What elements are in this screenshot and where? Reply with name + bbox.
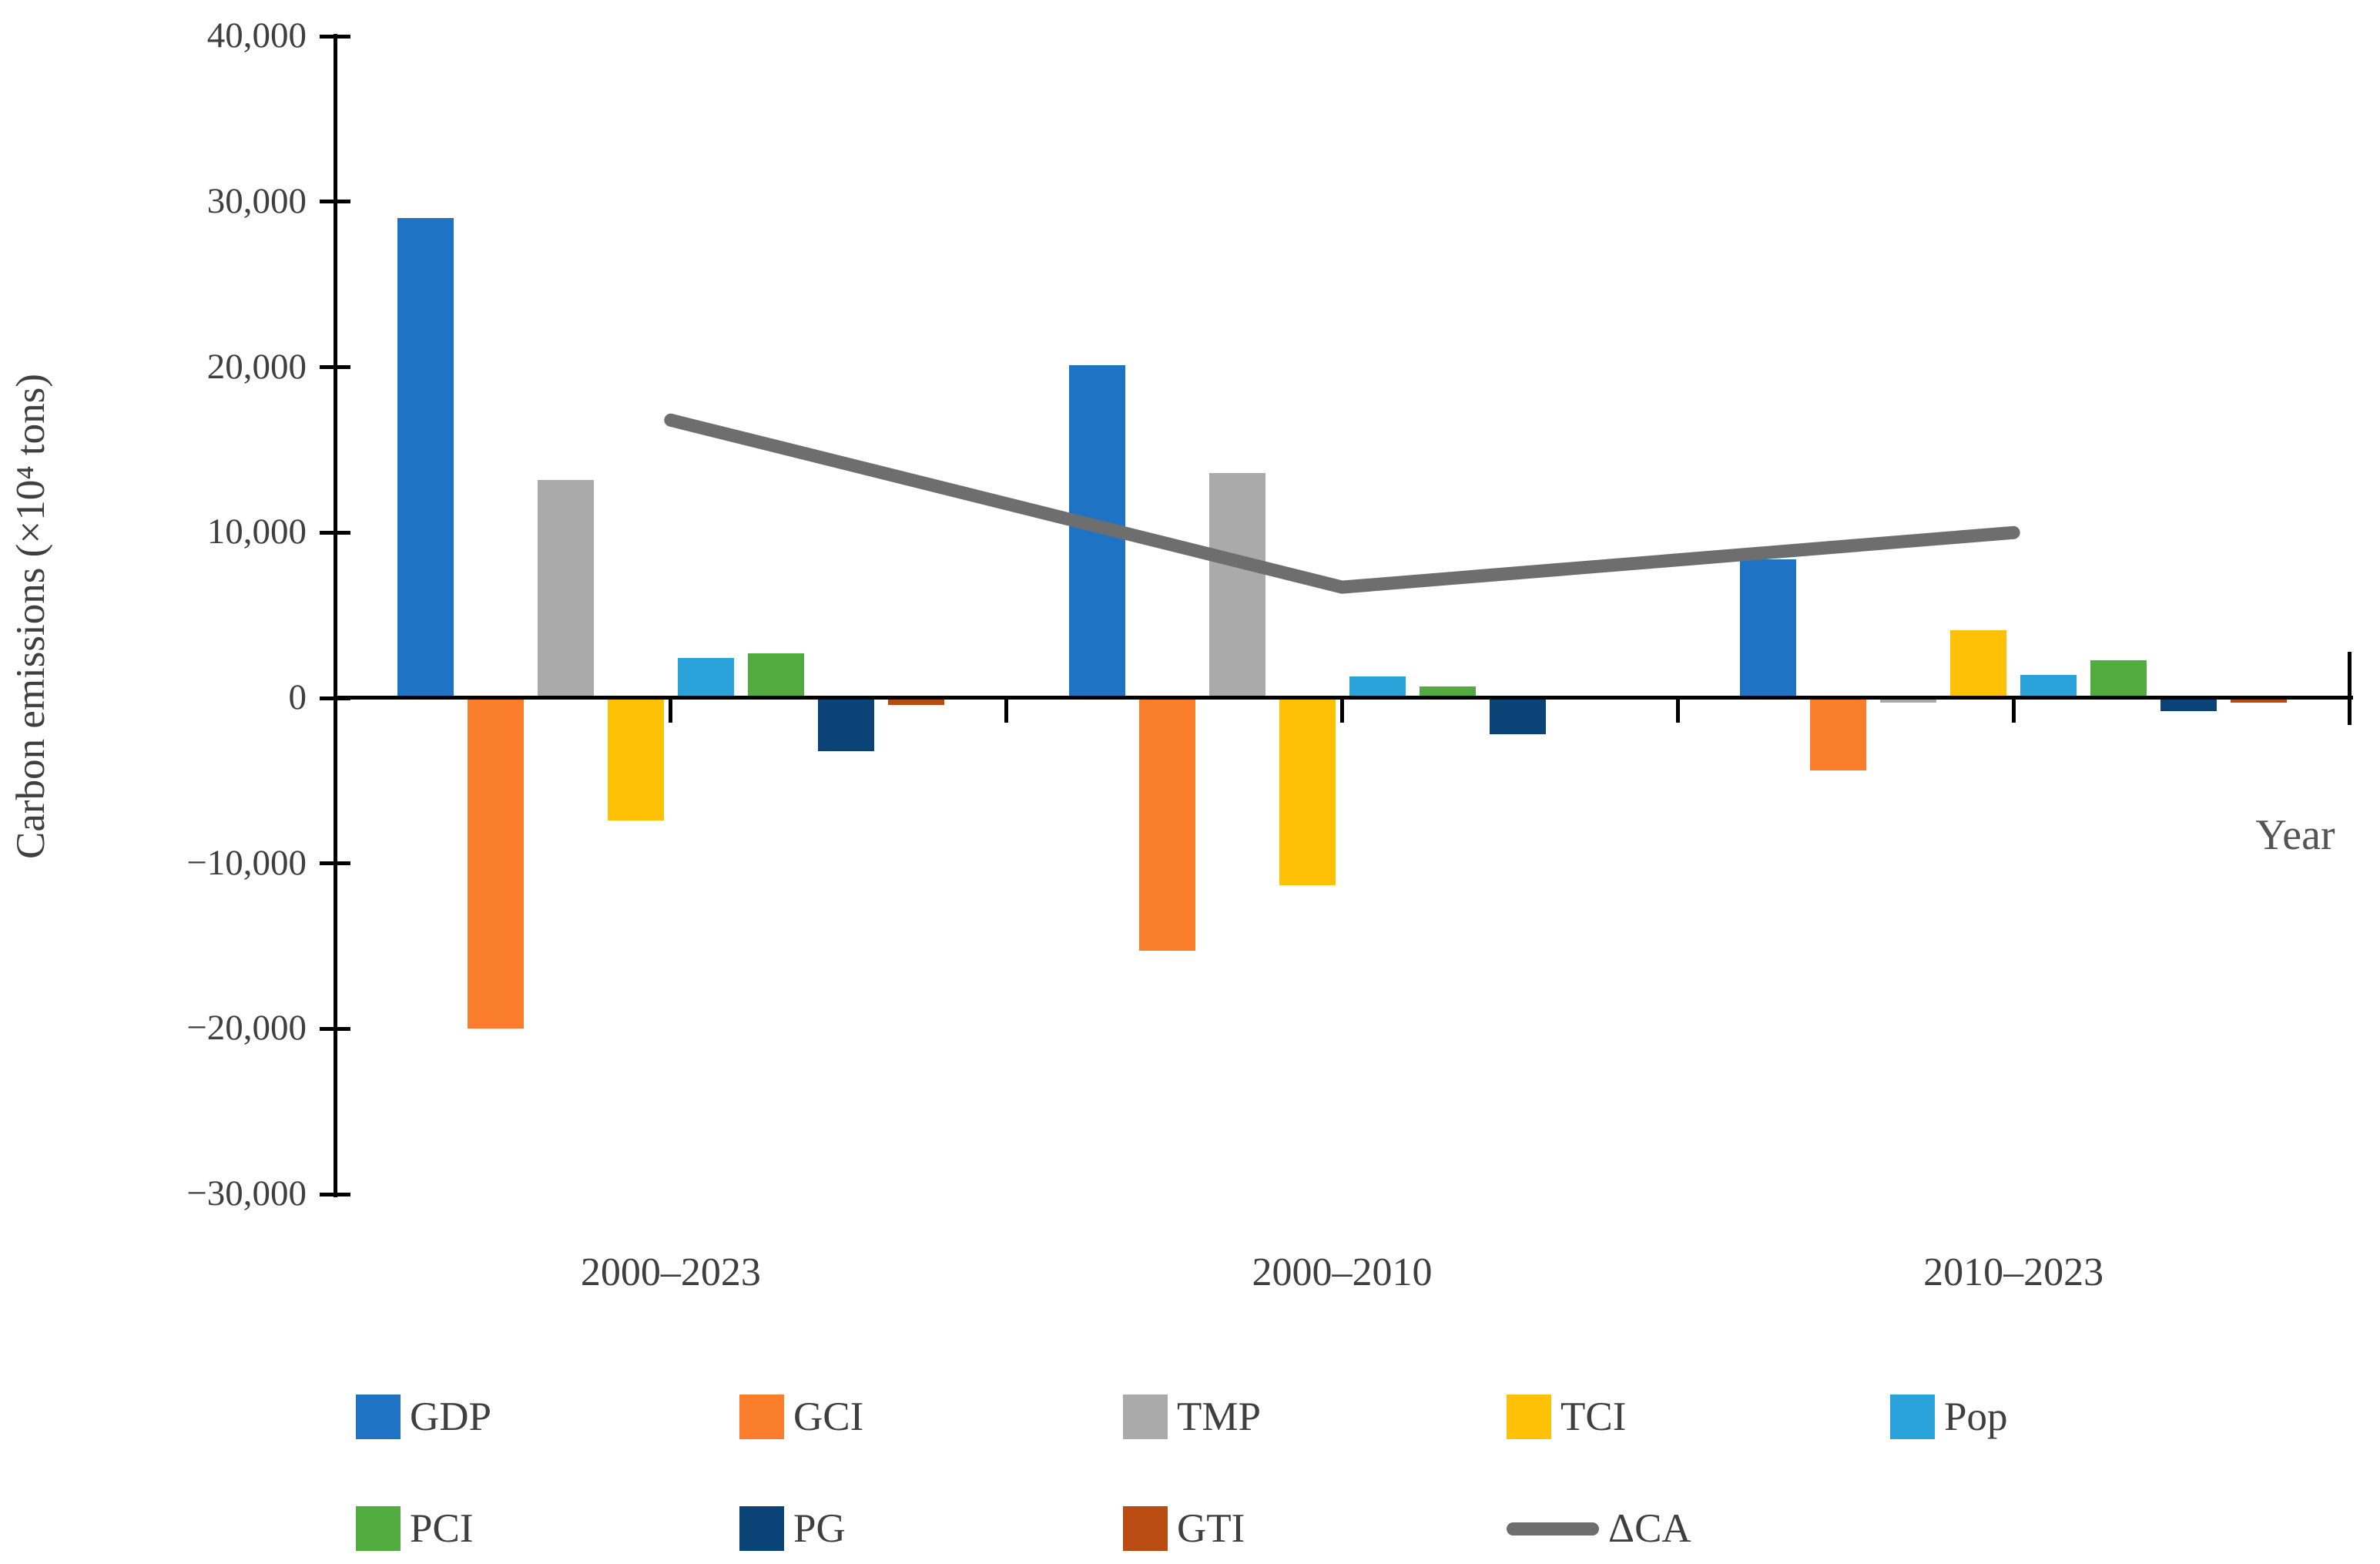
legend-swatch-gti bbox=[1123, 1506, 1168, 1551]
bar-pci-2010-2023 bbox=[2090, 659, 2147, 698]
legend-label--ca: ΔCA bbox=[1608, 1506, 1691, 1551]
bar-tmp-2000-2023 bbox=[537, 479, 594, 698]
x-axis-title: Year bbox=[2255, 811, 2335, 859]
legend-line-swatch--ca bbox=[1507, 1522, 1599, 1535]
bar-tmp-2010-2023 bbox=[1880, 698, 1937, 703]
y-tick-label: 20,000 bbox=[206, 346, 307, 387]
legend-label-gdp: GDP bbox=[410, 1395, 492, 1439]
bar-gti-2010-2023 bbox=[2231, 698, 2288, 703]
y-tick-label: −30,000 bbox=[186, 1173, 307, 1214]
legend-label-gci: GCI bbox=[793, 1395, 864, 1439]
y-tick bbox=[320, 1026, 350, 1031]
bar-pg-2010-2023 bbox=[2160, 698, 2217, 712]
legend-item-tmp: TMP bbox=[1123, 1395, 1261, 1441]
category-label-2000-2010: 2000–2010 bbox=[1252, 1250, 1433, 1294]
x-tick bbox=[669, 698, 673, 723]
bar-gci-2010-2023 bbox=[1810, 698, 1867, 771]
y-tick bbox=[320, 34, 350, 39]
category-label-2000-2023: 2000–2023 bbox=[580, 1250, 761, 1294]
y-tick bbox=[320, 200, 350, 204]
legend-item-gdp: GDP bbox=[356, 1395, 491, 1441]
y-tick bbox=[320, 365, 350, 370]
bar-pop-2010-2023 bbox=[2020, 674, 2077, 698]
x-tick bbox=[1004, 698, 1009, 723]
legend-swatch-tci bbox=[1507, 1395, 1551, 1439]
y-tick-label: −20,000 bbox=[186, 1008, 307, 1049]
legend-item--ca: ΔCA bbox=[1507, 1506, 1691, 1552]
legend-label-tmp: TMP bbox=[1177, 1395, 1261, 1439]
bar-tci-2010-2023 bbox=[1950, 629, 2007, 698]
legend-swatch-pci bbox=[356, 1506, 401, 1551]
y-tick-label: −10,000 bbox=[186, 842, 307, 883]
bar-pci-2000-2023 bbox=[747, 653, 804, 698]
bar-tci-2000-2023 bbox=[607, 698, 664, 821]
category-label-2010-2023: 2010–2023 bbox=[1923, 1250, 2104, 1294]
bar-pop-2000-2023 bbox=[677, 658, 734, 698]
x-tick bbox=[2011, 698, 2016, 723]
x-tick bbox=[1675, 698, 1680, 723]
bar-pop-2000-2010 bbox=[1349, 676, 1406, 698]
bar-pci-2000-2010 bbox=[1419, 686, 1476, 698]
y-tick bbox=[320, 861, 350, 866]
x-tick bbox=[2347, 652, 2352, 725]
legend-item-pop: Pop bbox=[1890, 1395, 2007, 1441]
bar-pg-2000-2023 bbox=[817, 698, 874, 751]
y-tick-label: 0 bbox=[288, 677, 307, 717]
legend-label-pg: PG bbox=[793, 1506, 846, 1551]
legend-label-gti: GTI bbox=[1177, 1506, 1245, 1551]
legend-label-pci: PCI bbox=[410, 1506, 474, 1551]
bar-tmp-2000-2010 bbox=[1208, 473, 1265, 698]
bar-gci-2000-2023 bbox=[467, 698, 524, 1029]
legend-swatch-gci bbox=[739, 1395, 784, 1439]
bar-gti-2000-2023 bbox=[887, 698, 944, 705]
y-tick-label: 10,000 bbox=[206, 512, 307, 552]
legend-swatch-gdp bbox=[356, 1395, 401, 1439]
bar-pg-2000-2010 bbox=[1489, 698, 1546, 735]
y-tick bbox=[320, 530, 350, 535]
x-axis-line bbox=[334, 696, 2353, 700]
x-tick bbox=[1340, 698, 1344, 723]
y-axis-line bbox=[334, 34, 337, 1197]
legend-swatch-pop bbox=[1890, 1395, 1935, 1439]
delta-ca-line bbox=[664, 413, 2020, 594]
y-tick-label: 40,000 bbox=[206, 15, 307, 56]
y-tick-label: 30,000 bbox=[206, 180, 307, 221]
legend-item-tci: TCI bbox=[1507, 1395, 1626, 1441]
bar-gdp-2000-2023 bbox=[397, 218, 454, 698]
bar-gci-2000-2010 bbox=[1138, 698, 1195, 951]
legend-item-pg: PG bbox=[739, 1506, 846, 1552]
y-tick bbox=[320, 1192, 350, 1196]
bar-gdp-2010-2023 bbox=[1740, 559, 1797, 698]
legend-swatch-pg bbox=[739, 1506, 784, 1551]
legend-item-pci: PCI bbox=[356, 1506, 473, 1552]
legend-label-tci: TCI bbox=[1560, 1395, 1627, 1439]
bar-tci-2000-2010 bbox=[1279, 698, 1336, 885]
legend-label-pop: Pop bbox=[1944, 1395, 2008, 1439]
legend-swatch-tmp bbox=[1123, 1395, 1168, 1439]
legend-item-gci: GCI bbox=[739, 1395, 863, 1441]
legend-item-gti: GTI bbox=[1123, 1506, 1245, 1552]
